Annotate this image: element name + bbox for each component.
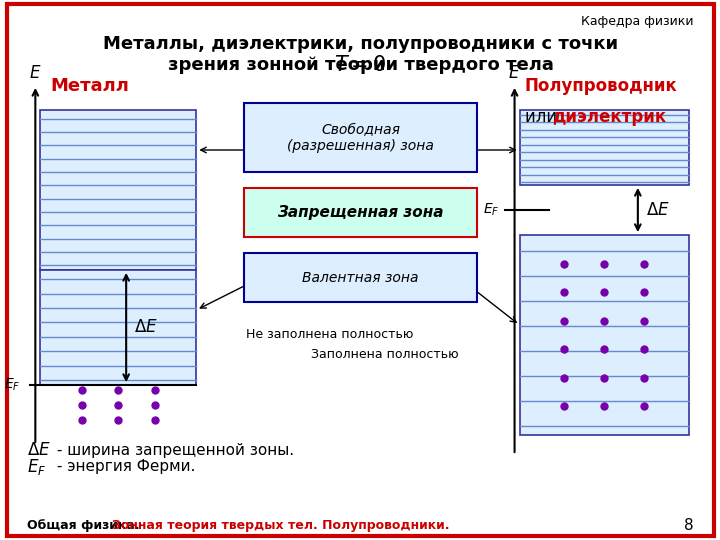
Bar [40,110,197,270]
FancyBboxPatch shape [244,253,477,302]
Text: Запрещенная зона: Запрещенная зона [277,206,444,220]
Text: $\Delta E$: $\Delta E$ [646,201,670,219]
Text: Общая физика.: Общая физика. [27,518,144,531]
Text: Не заполнена полностью: Не заполнена полностью [246,328,413,341]
Text: Кафедра физики: Кафедра физики [581,15,693,28]
Text: $E$: $E$ [508,64,521,82]
Bar [40,270,197,385]
Text: - ширина запрещенной зоны.: - ширина запрещенной зоны. [53,442,294,457]
Text: или: или [524,108,562,126]
Text: - энергия Ферми.: - энергия Ферми. [53,460,196,475]
Text: Свободная
(разрешенная) зона: Свободная (разрешенная) зона [287,123,434,153]
Text: Металл: Металл [50,77,129,95]
Text: $T = 0$: $T = 0$ [334,55,387,75]
Text: Полупроводник: Полупроводник [524,77,678,95]
Text: $\Delta E$: $\Delta E$ [134,319,158,336]
Text: $\Delta E$: $\Delta E$ [27,441,51,459]
Text: Заполнена полностью: Заполнена полностью [311,348,459,361]
Text: $E_F$: $E_F$ [4,377,20,393]
FancyBboxPatch shape [244,103,477,172]
Text: $E$: $E$ [29,64,42,82]
Text: Металлы, диэлектрики, полупроводники с точки
зрения зонной теории твердого тела: Металлы, диэлектрики, полупроводники с т… [103,35,618,74]
Text: $E_F$: $E_F$ [27,457,47,477]
Text: Зонная теория твердых тел. Полупроводники.: Зонная теория твердых тел. Полупроводник… [112,518,449,531]
Bar [520,235,688,435]
Text: Валентная зона: Валентная зона [302,271,419,285]
FancyBboxPatch shape [244,188,477,237]
Bar [520,110,688,185]
Text: $E_F$: $E_F$ [483,202,500,218]
Text: диэлектрик: диэлектрик [552,108,667,126]
Text: 8: 8 [684,517,693,532]
